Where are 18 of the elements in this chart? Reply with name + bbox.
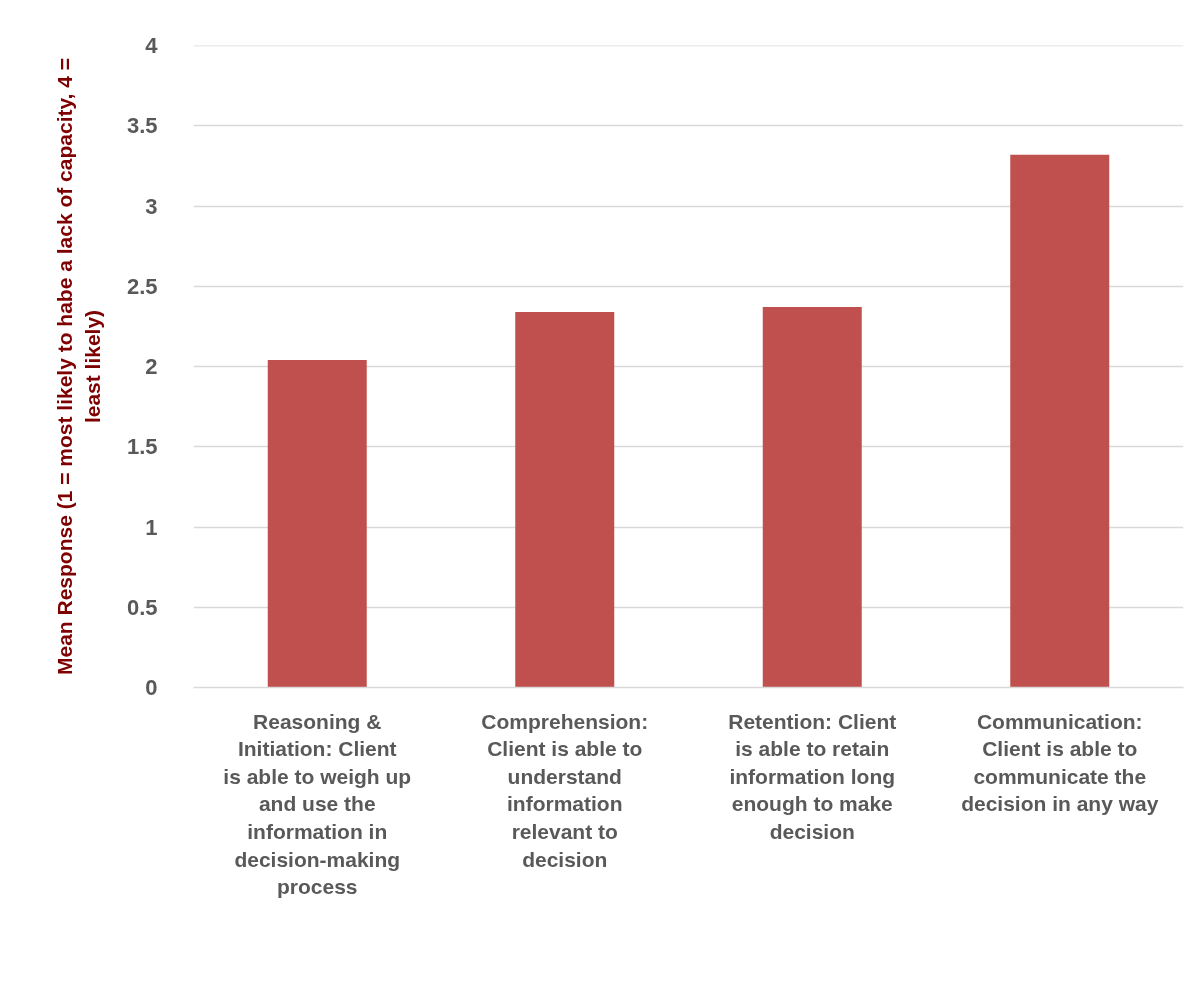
x-tick-label: Communication: Client is able to communicate the decision in any way [961,709,1159,816]
y-tick-label: 0.5 [126,594,158,620]
x-tick-label: Reasoning & Initiation: Client is able to weigh up and use the information in decision-making process [223,709,412,899]
x-tick-label: Comprehension: Client is able to understand information relevant to decision [481,709,649,871]
bar [762,307,862,688]
y-tick-label: 4 [145,33,159,58]
y-tick-label: 2 [145,354,158,379]
bar [1010,154,1110,688]
y-axis-title: Mean Response (1 = most likely to habe a lack of capacity, 4 = least likely) [53,57,104,676]
bar [267,360,367,688]
x-tick-label: Retention: Client is able to retain information long enough to make decision [728,709,897,843]
y-tick-label: 1.5 [126,434,158,460]
y-tick-label: 3 [145,193,158,219]
y-tick-label: 2.5 [126,273,158,299]
y-tick-label: 0 [145,675,158,700]
bar [515,311,615,688]
y-tick-label: 3.5 [126,113,158,139]
y-tick-label: 1 [145,514,158,540]
